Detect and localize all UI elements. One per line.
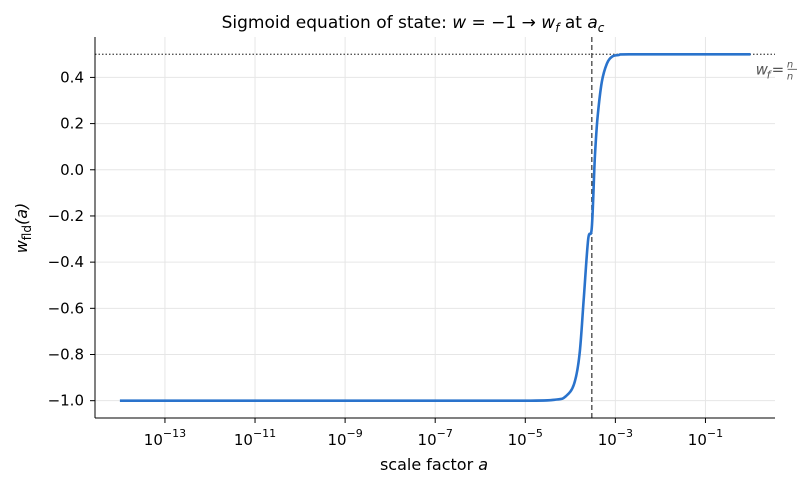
annotation-frac1-num: n − 1 xyxy=(787,59,797,70)
y-tick-label: 0.4 xyxy=(60,68,84,86)
chart-title: Sigmoid equation of state: w = −1 → wf a… xyxy=(222,13,605,35)
x-tick-label: 10−13 xyxy=(144,427,186,449)
x-tick-label: 10−5 xyxy=(508,427,543,449)
wf-annotation: w f = n − 1 n + 1 = 1 2 xyxy=(756,59,797,82)
annotation-frac1-den: n + 1 xyxy=(787,71,797,82)
x-tick-label: 10−3 xyxy=(598,427,633,449)
y-tick-label: −1.0 xyxy=(48,392,84,410)
y-tick-label: −0.4 xyxy=(48,253,84,271)
x-tick-label: 10−1 xyxy=(688,427,723,449)
reference-lines xyxy=(95,37,775,418)
sigmoid-series-line xyxy=(119,52,751,403)
annotation-eq1: = xyxy=(772,60,785,78)
series-layer xyxy=(119,52,751,403)
annotation-wf: w xyxy=(756,60,769,78)
annotation-wf-sub: f xyxy=(767,68,773,81)
y-ticks: −1.0 −0.8 −0.6 −0.4 −0.2 0.0 0.2 0.4 xyxy=(48,68,95,410)
y-tick-label: 0.2 xyxy=(60,115,84,133)
y-tick-label: −0.6 xyxy=(48,299,84,317)
y-tick-label: 0.0 xyxy=(60,161,84,179)
y-axis-title: wfld(a) xyxy=(12,203,34,254)
y-tick-label: −0.2 xyxy=(48,207,84,225)
y-tick-label: −0.8 xyxy=(48,346,84,364)
x-axis-title: scale factor a xyxy=(380,455,488,474)
x-ticks: 10−13 10−11 10−9 10−7 10−5 10−3 10−1 xyxy=(144,418,723,449)
x-tick-label: 10−9 xyxy=(327,427,362,449)
x-tick-label: 10−7 xyxy=(418,427,453,449)
grid-lines xyxy=(95,37,775,418)
x-tick-label: 10−11 xyxy=(234,427,276,449)
